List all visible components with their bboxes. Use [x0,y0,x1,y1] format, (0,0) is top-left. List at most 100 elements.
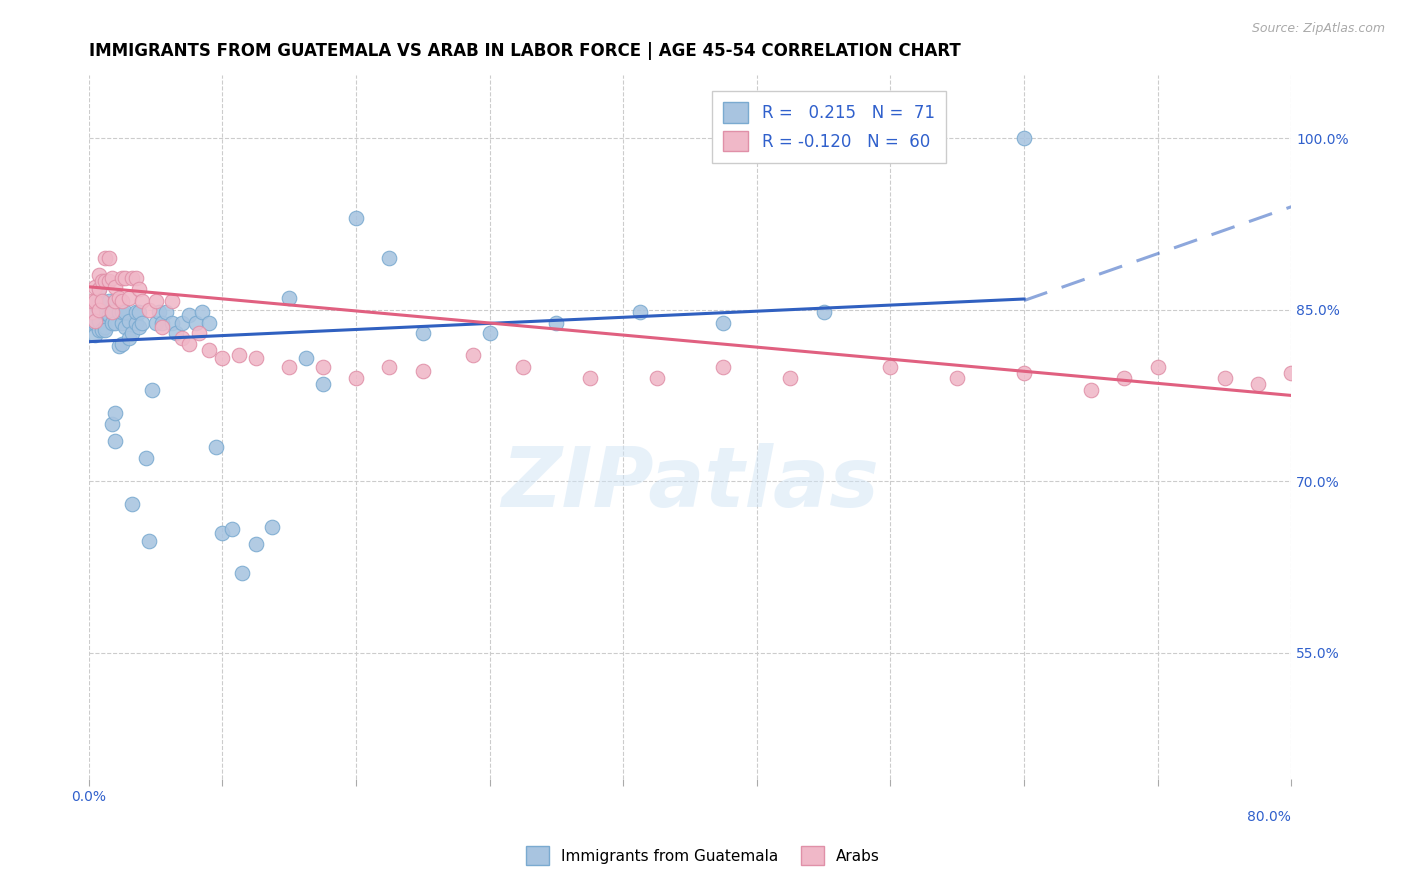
Point [211,525,233,540]
Point [779,371,801,385]
Point [104,406,127,420]
Point [87,293,110,308]
Point [148,305,170,319]
Point [188,326,211,340]
Point [87,314,110,328]
Point [645,371,668,385]
Point [245,351,267,365]
Point [107,339,129,353]
Point [295,351,318,365]
Point [145,293,167,308]
Point [228,348,250,362]
Point [579,371,602,385]
Point [87,282,110,296]
Point [628,305,651,319]
Text: Source: ZipAtlas.com: Source: ZipAtlas.com [1251,22,1385,36]
Point [118,331,141,345]
Point [121,326,143,340]
Point [165,326,187,340]
Point [94,274,117,288]
Point [1012,131,1035,145]
Point [121,270,143,285]
Point [172,317,194,331]
Text: ZIPatlas: ZIPatlas [501,442,879,524]
Point [80,293,103,308]
Point [311,376,333,391]
Point [1213,371,1236,385]
Legend: Immigrants from Guatemala, Arabs: Immigrants from Guatemala, Arabs [520,840,886,871]
Point [124,305,146,319]
Point [198,317,221,331]
Legend: R =   0.215   N =  71, R = -0.120   N =  60: R = 0.215 N = 71, R = -0.120 N = 60 [711,91,946,163]
Point [80,305,103,319]
Point [87,323,110,337]
Point [104,317,127,331]
Point [124,270,146,285]
Point [84,327,107,342]
Point [946,371,969,385]
Text: 80.0%: 80.0% [1247,810,1291,824]
Point [91,293,114,308]
Point [879,359,901,374]
Point [87,302,110,317]
Point [546,317,568,331]
Point [121,497,143,511]
Point [97,293,120,308]
Point [94,319,117,334]
Point [311,359,333,374]
Point [91,293,114,308]
Point [118,291,141,305]
Point [204,440,226,454]
Point [107,305,129,319]
Point [138,302,160,317]
Point [131,293,153,308]
Point [344,371,367,385]
Point [111,270,134,285]
Point [150,317,173,331]
Point [104,280,127,294]
Point [91,305,114,319]
Point [111,317,134,331]
Point [231,566,253,580]
Point [101,305,124,319]
Point [1080,383,1102,397]
Point [177,337,200,351]
Point [80,305,103,319]
Point [1347,376,1369,391]
Point [128,305,150,319]
Point [84,297,107,311]
Point [138,533,160,548]
Point [378,359,401,374]
Point [162,317,184,331]
Point [101,305,124,319]
Point [245,537,267,551]
Point [1012,366,1035,380]
Point [344,211,367,226]
Point [128,282,150,296]
Point [118,314,141,328]
Point [84,280,107,294]
Point [101,270,124,285]
Point [145,317,167,331]
Point [111,305,134,319]
Point [172,331,194,345]
Point [97,251,120,265]
Point [1114,371,1136,385]
Point [94,323,117,337]
Point [191,305,214,319]
Point [412,326,434,340]
Point [131,317,153,331]
Point [1279,366,1302,380]
Point [461,348,484,362]
Point [128,319,150,334]
Point [278,359,301,374]
Point [80,317,103,331]
Point [101,317,124,331]
Point [91,323,114,337]
Point [813,305,835,319]
Point [114,319,136,334]
Point [84,314,107,328]
Point [97,274,120,288]
Point [1247,376,1270,391]
Point [107,291,129,305]
